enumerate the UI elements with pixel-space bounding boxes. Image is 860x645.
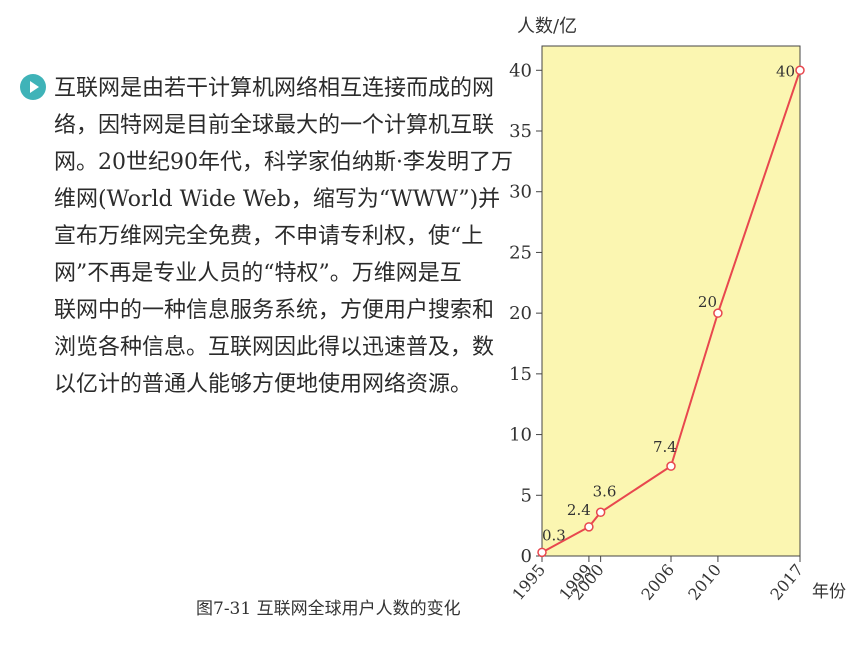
y-tick-label: 0: [521, 546, 532, 567]
paragraph-line: 网”不再是专业人员的“特权”。万维网是互: [54, 261, 462, 286]
x-tick-label: 2006: [637, 560, 678, 603]
data-point: [713, 308, 723, 318]
data-point: [795, 65, 805, 76]
y-tick-label: 40: [509, 60, 532, 81]
data-label: 3.6: [593, 482, 617, 500]
plot-area: [541, 45, 801, 557]
x-axis-label: 年份: [812, 582, 846, 602]
data-point: [595, 507, 606, 518]
y-tick-label: 25: [509, 242, 532, 263]
paragraph-line: 联网中的一种信息服务系统，方便用户搜索和: [54, 298, 495, 323]
body-paragraph: 互联网是由若干计算机网络相互连接而成的网 络，因特网是目前全球最大的一个计算机互…: [54, 70, 513, 403]
data-label: 0.3: [542, 526, 566, 544]
paragraph-line: 络，因特网是目前全球最大的一个计算机互联: [54, 113, 495, 138]
y-tick-label: 35: [509, 121, 532, 142]
data-label: 20: [698, 293, 717, 311]
paragraph-line: 互联网是由若干计算机网络相互连接而成的网: [54, 76, 495, 101]
y-axis-label: 人数/亿: [517, 16, 577, 37]
paragraph-line: 浏览各种信息。互联网因此得以迅速普及，数: [54, 335, 495, 360]
paragraph-line: 网。20世纪90年代，科学家伯纳斯·李发明了万: [54, 150, 513, 175]
data-point: [537, 547, 547, 558]
series-line: [541, 69, 801, 554]
x-tick-label: 1995: [508, 560, 549, 603]
y-tick-label: 15: [509, 364, 532, 385]
x-tick-label: 2010: [684, 560, 725, 603]
x-tick-label: 2017: [766, 560, 807, 603]
y-tick-label: 30: [509, 182, 532, 203]
paragraph-line: 维网(World Wide Web，缩写为“WWW”)并: [54, 187, 501, 212]
y-tick-label: 10: [509, 425, 532, 446]
y-tick-label: 20: [509, 303, 532, 324]
y-tick-label: 5: [521, 485, 532, 506]
figure-caption: 图7-31 互联网全球用户人数的变化: [196, 599, 461, 619]
paragraph-line: 宣布万维网完全免费，不申请专利权，使“上: [54, 224, 484, 249]
play-bullet-icon: [20, 74, 46, 100]
data-label: 7.4: [653, 438, 677, 456]
paragraph-line: 以亿计的普通人能够方便地使用网络资源。: [54, 372, 473, 397]
data-point: [666, 461, 676, 471]
data-label: 2.4: [567, 501, 591, 519]
data-label: 40: [776, 62, 795, 80]
data-point: [584, 522, 594, 532]
